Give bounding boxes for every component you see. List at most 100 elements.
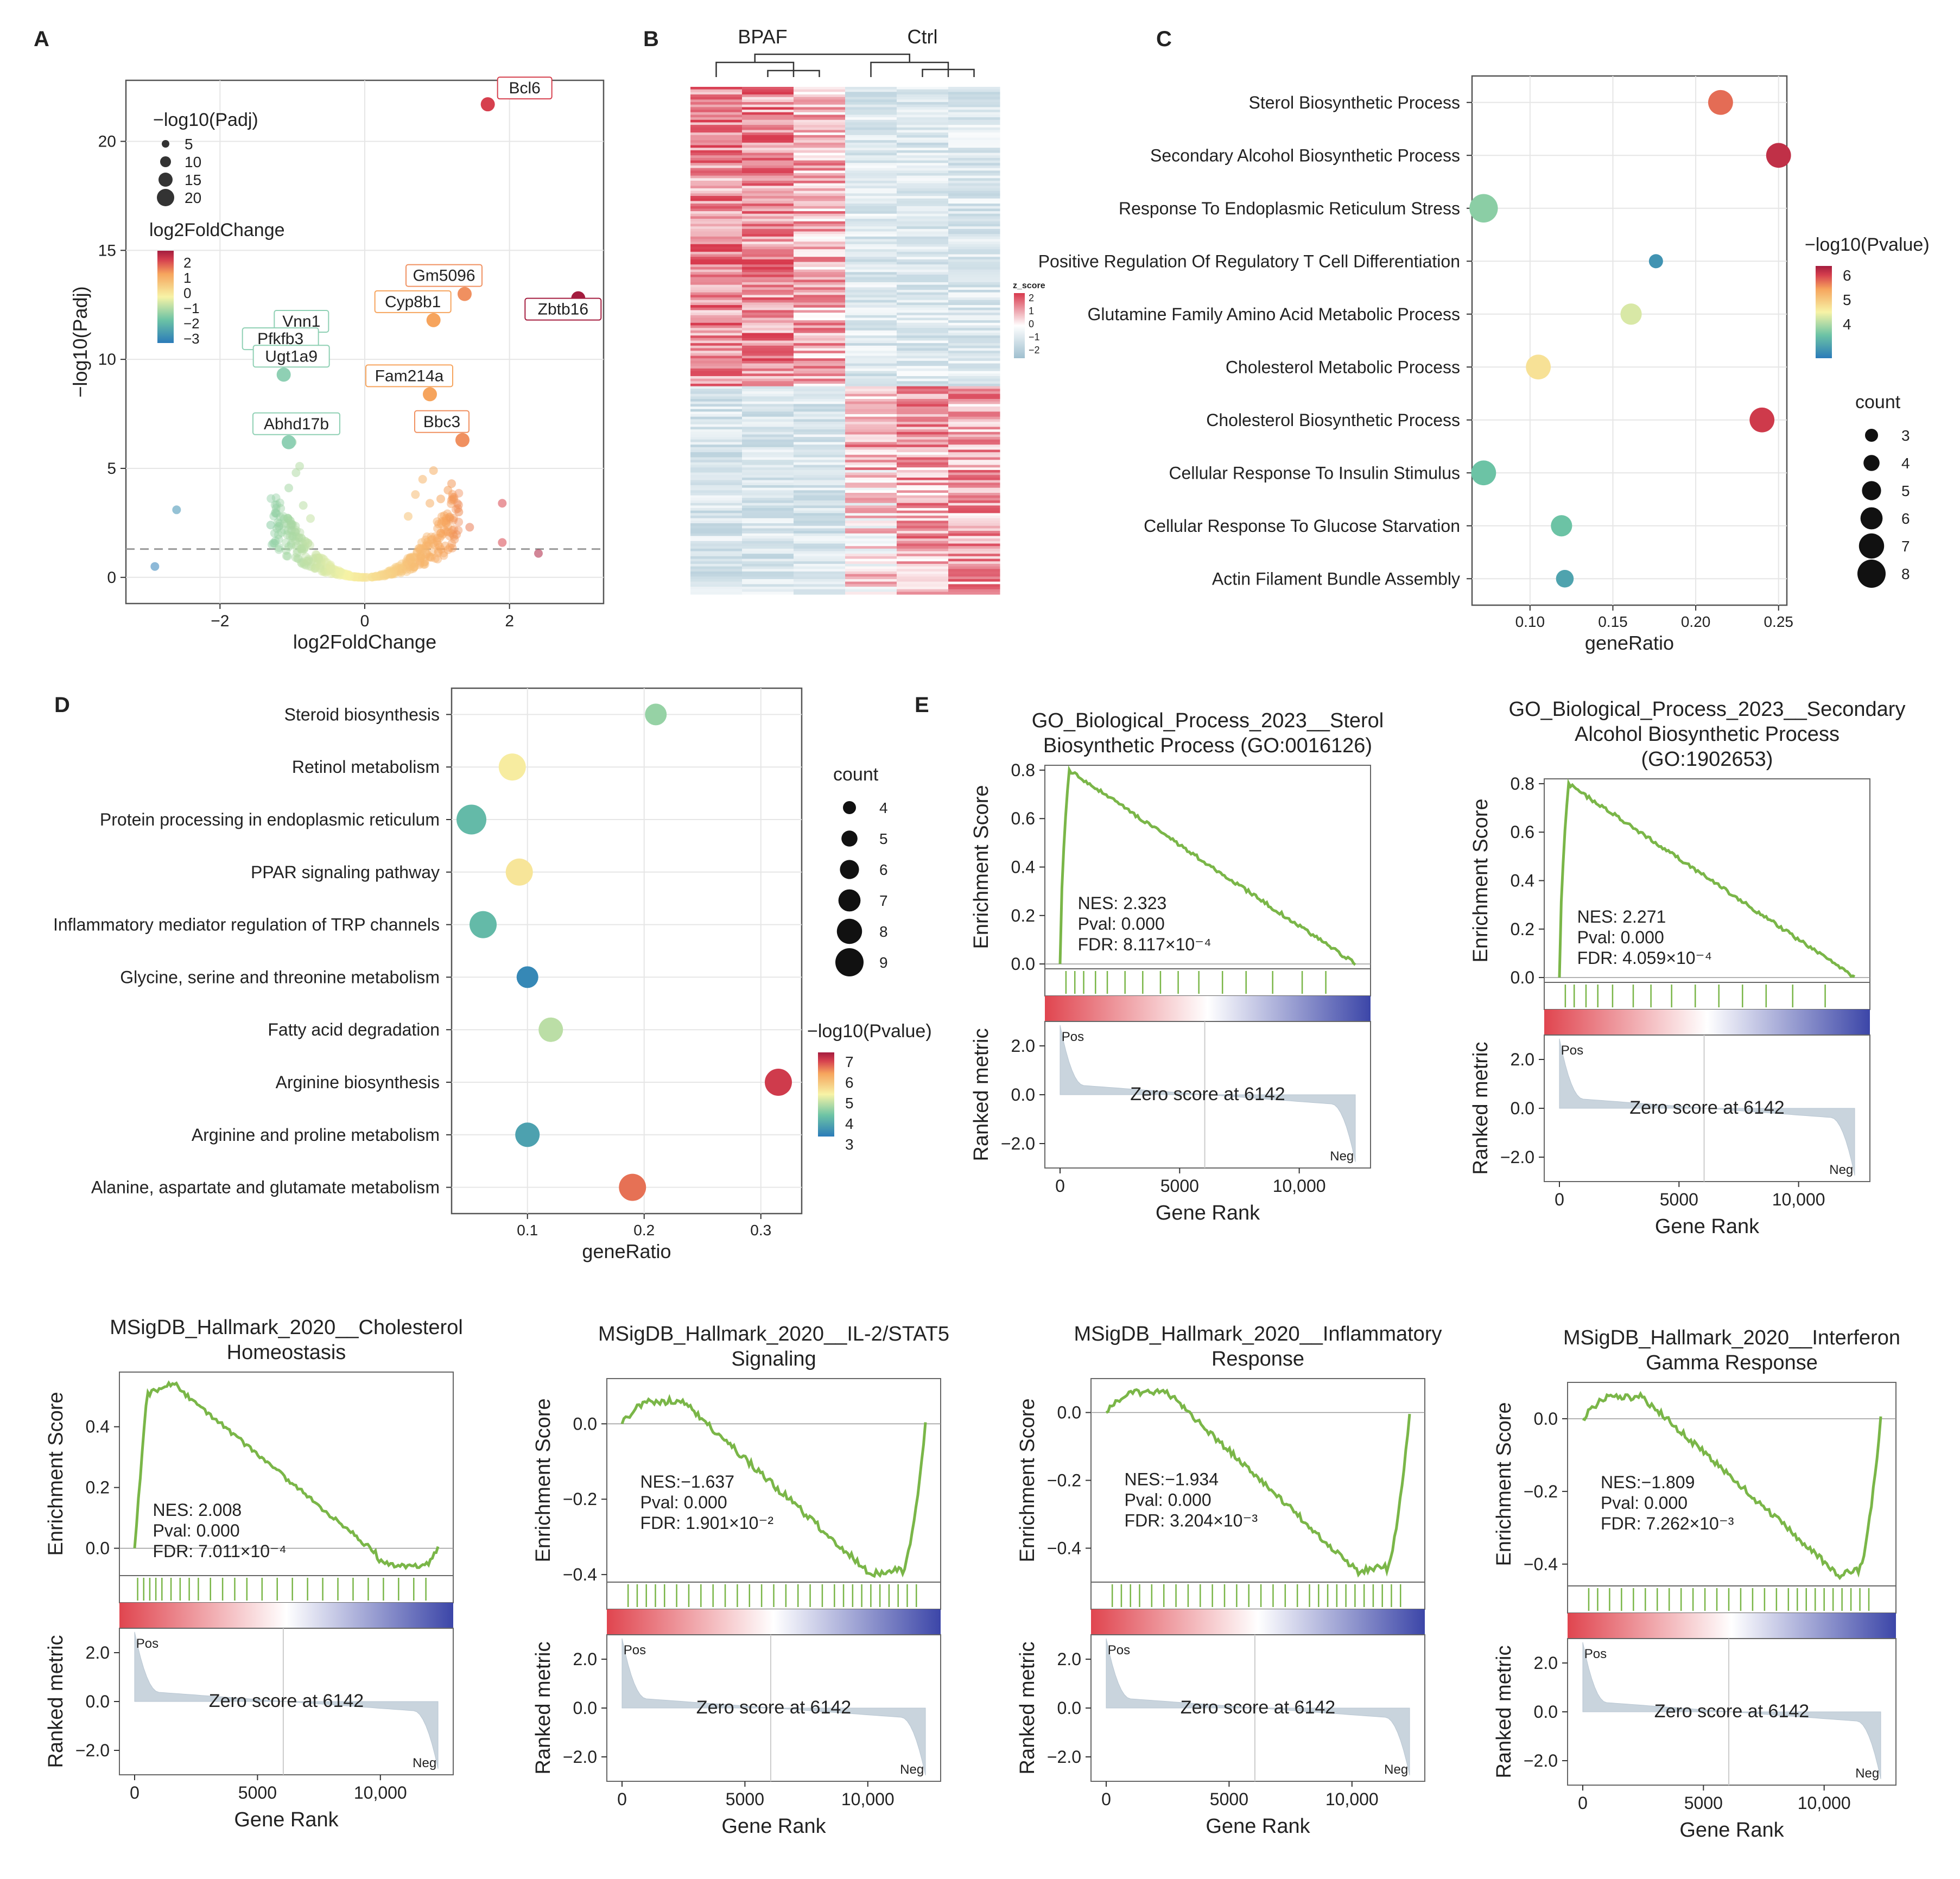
- heatmap-cell: [794, 409, 846, 412]
- heatmap-cell: [690, 135, 743, 138]
- y-tick-label: 2.0: [1511, 1050, 1534, 1069]
- panel-label-b: B: [643, 27, 659, 51]
- heatmap-cell: [845, 348, 897, 351]
- heatmap-cell: [948, 431, 1000, 435]
- heatmap-cell: [948, 536, 1000, 539]
- size-legend-label: 6: [879, 861, 888, 878]
- heatmap-cell: [897, 475, 949, 478]
- heatmap-cell: [948, 371, 1000, 374]
- heatmap-cell: [742, 165, 794, 169]
- term-dot: [538, 1017, 563, 1042]
- heatmap-cell: [690, 416, 743, 420]
- gene-point: [422, 541, 431, 550]
- gene-point: [399, 564, 409, 573]
- heatmap-cell: [794, 351, 846, 354]
- heatmap-cell: [742, 110, 794, 113]
- gene-point: [309, 554, 318, 563]
- heatmap-cell: [690, 457, 743, 460]
- heatmap-cell: [897, 157, 949, 161]
- x-tick-label: 0.1: [517, 1222, 538, 1239]
- gene-point: [436, 519, 446, 529]
- heatmap-cell: [742, 449, 794, 453]
- heatmap-cell: [690, 89, 743, 92]
- heatmap-cell: [742, 155, 794, 158]
- heatmap-cell: [897, 389, 949, 392]
- heatmap-cell: [897, 282, 949, 285]
- heatmap-cell: [690, 558, 743, 562]
- gene-point: [270, 500, 280, 510]
- heatmap-cell: [948, 254, 1000, 257]
- heatmap-cell: [948, 454, 1000, 458]
- gsea-stat: Pval: 0.000: [1601, 1493, 1688, 1513]
- heatmap-cell: [845, 518, 897, 522]
- heatmap-cell: [897, 536, 949, 539]
- heatmap-cell: [845, 302, 897, 306]
- heatmap-cell: [794, 140, 846, 143]
- gene-point: [305, 556, 314, 565]
- heatmap-cell: [794, 414, 846, 417]
- heatmap-cell: [897, 307, 949, 310]
- size-legend-label: 5: [879, 830, 888, 847]
- heatmap-cell: [845, 485, 897, 488]
- gene-point: [405, 562, 415, 572]
- heatmap-cell: [897, 125, 949, 128]
- heatmap-cell: [742, 246, 794, 250]
- heatmap-cell: [845, 307, 897, 310]
- heatmap-cell: [742, 193, 794, 196]
- heatmap-cell: [742, 348, 794, 351]
- heatmap-cell: [897, 193, 949, 196]
- gene-point: [423, 537, 432, 547]
- gene-point: [411, 558, 420, 567]
- gene-point: [377, 572, 386, 581]
- heatmap-cell: [948, 122, 1000, 125]
- heatmap-cell: [897, 366, 949, 369]
- gene-point: [272, 509, 281, 518]
- gene-point: [402, 565, 411, 574]
- heatmap-cell: [690, 148, 743, 151]
- heatmap-legend-label: 2: [1029, 293, 1034, 303]
- heatmap-cell: [794, 531, 846, 534]
- heatmap-cell: [690, 280, 743, 283]
- heatmap-cell: [742, 335, 794, 339]
- group-label-ctrl: Ctrl: [908, 26, 938, 48]
- heatmap-cell: [794, 228, 846, 232]
- heatmap-cell: [948, 142, 1000, 146]
- heatmap-cell: [690, 477, 743, 481]
- heatmap-cell: [897, 356, 949, 359]
- heatmap-cell: [948, 330, 1000, 334]
- heatmap-cell: [742, 117, 794, 120]
- gene-point: [453, 499, 462, 508]
- heatmap-cell: [742, 356, 794, 359]
- neg-label: Neg: [1855, 1766, 1879, 1781]
- gene-point: [447, 479, 456, 488]
- heatmap-cell: [690, 102, 743, 105]
- heatmap-cell: [845, 264, 897, 268]
- heatmap-cell: [897, 284, 949, 288]
- y-tick-label: 0.4: [1511, 871, 1534, 891]
- heatmap-cell: [690, 378, 743, 382]
- gene-point: [354, 573, 363, 582]
- y-tick-label: 0.0: [1011, 954, 1035, 974]
- heatmap-cell: [845, 221, 897, 225]
- heatmap-cell: [794, 102, 846, 105]
- gene-point: [436, 545, 446, 554]
- heatmap-cell: [794, 422, 846, 425]
- heatmap-cell: [948, 368, 1000, 372]
- y-tick-label: 0.0: [1511, 968, 1534, 987]
- heatmap-cell: [690, 586, 743, 590]
- heatmap-cell: [948, 447, 1000, 450]
- heatmap-cell: [948, 313, 1000, 316]
- heatmap-cell: [794, 110, 846, 113]
- group-label-bpaf: BPAF: [738, 26, 787, 48]
- pos-label: Pos: [1108, 1643, 1130, 1658]
- heatmap-cell: [742, 168, 794, 171]
- heatmap-cell: [897, 290, 949, 293]
- heatmap-cell: [690, 196, 743, 199]
- size-legend-dot: [1860, 507, 1883, 530]
- heatmap-cell: [948, 277, 1000, 280]
- size-legend-dot: [841, 830, 858, 847]
- heatmap-cell: [845, 386, 897, 389]
- es-axis-title: Enrichment Score: [1016, 1398, 1039, 1562]
- gene-point: [389, 568, 398, 577]
- heatmap-cell: [948, 404, 1000, 407]
